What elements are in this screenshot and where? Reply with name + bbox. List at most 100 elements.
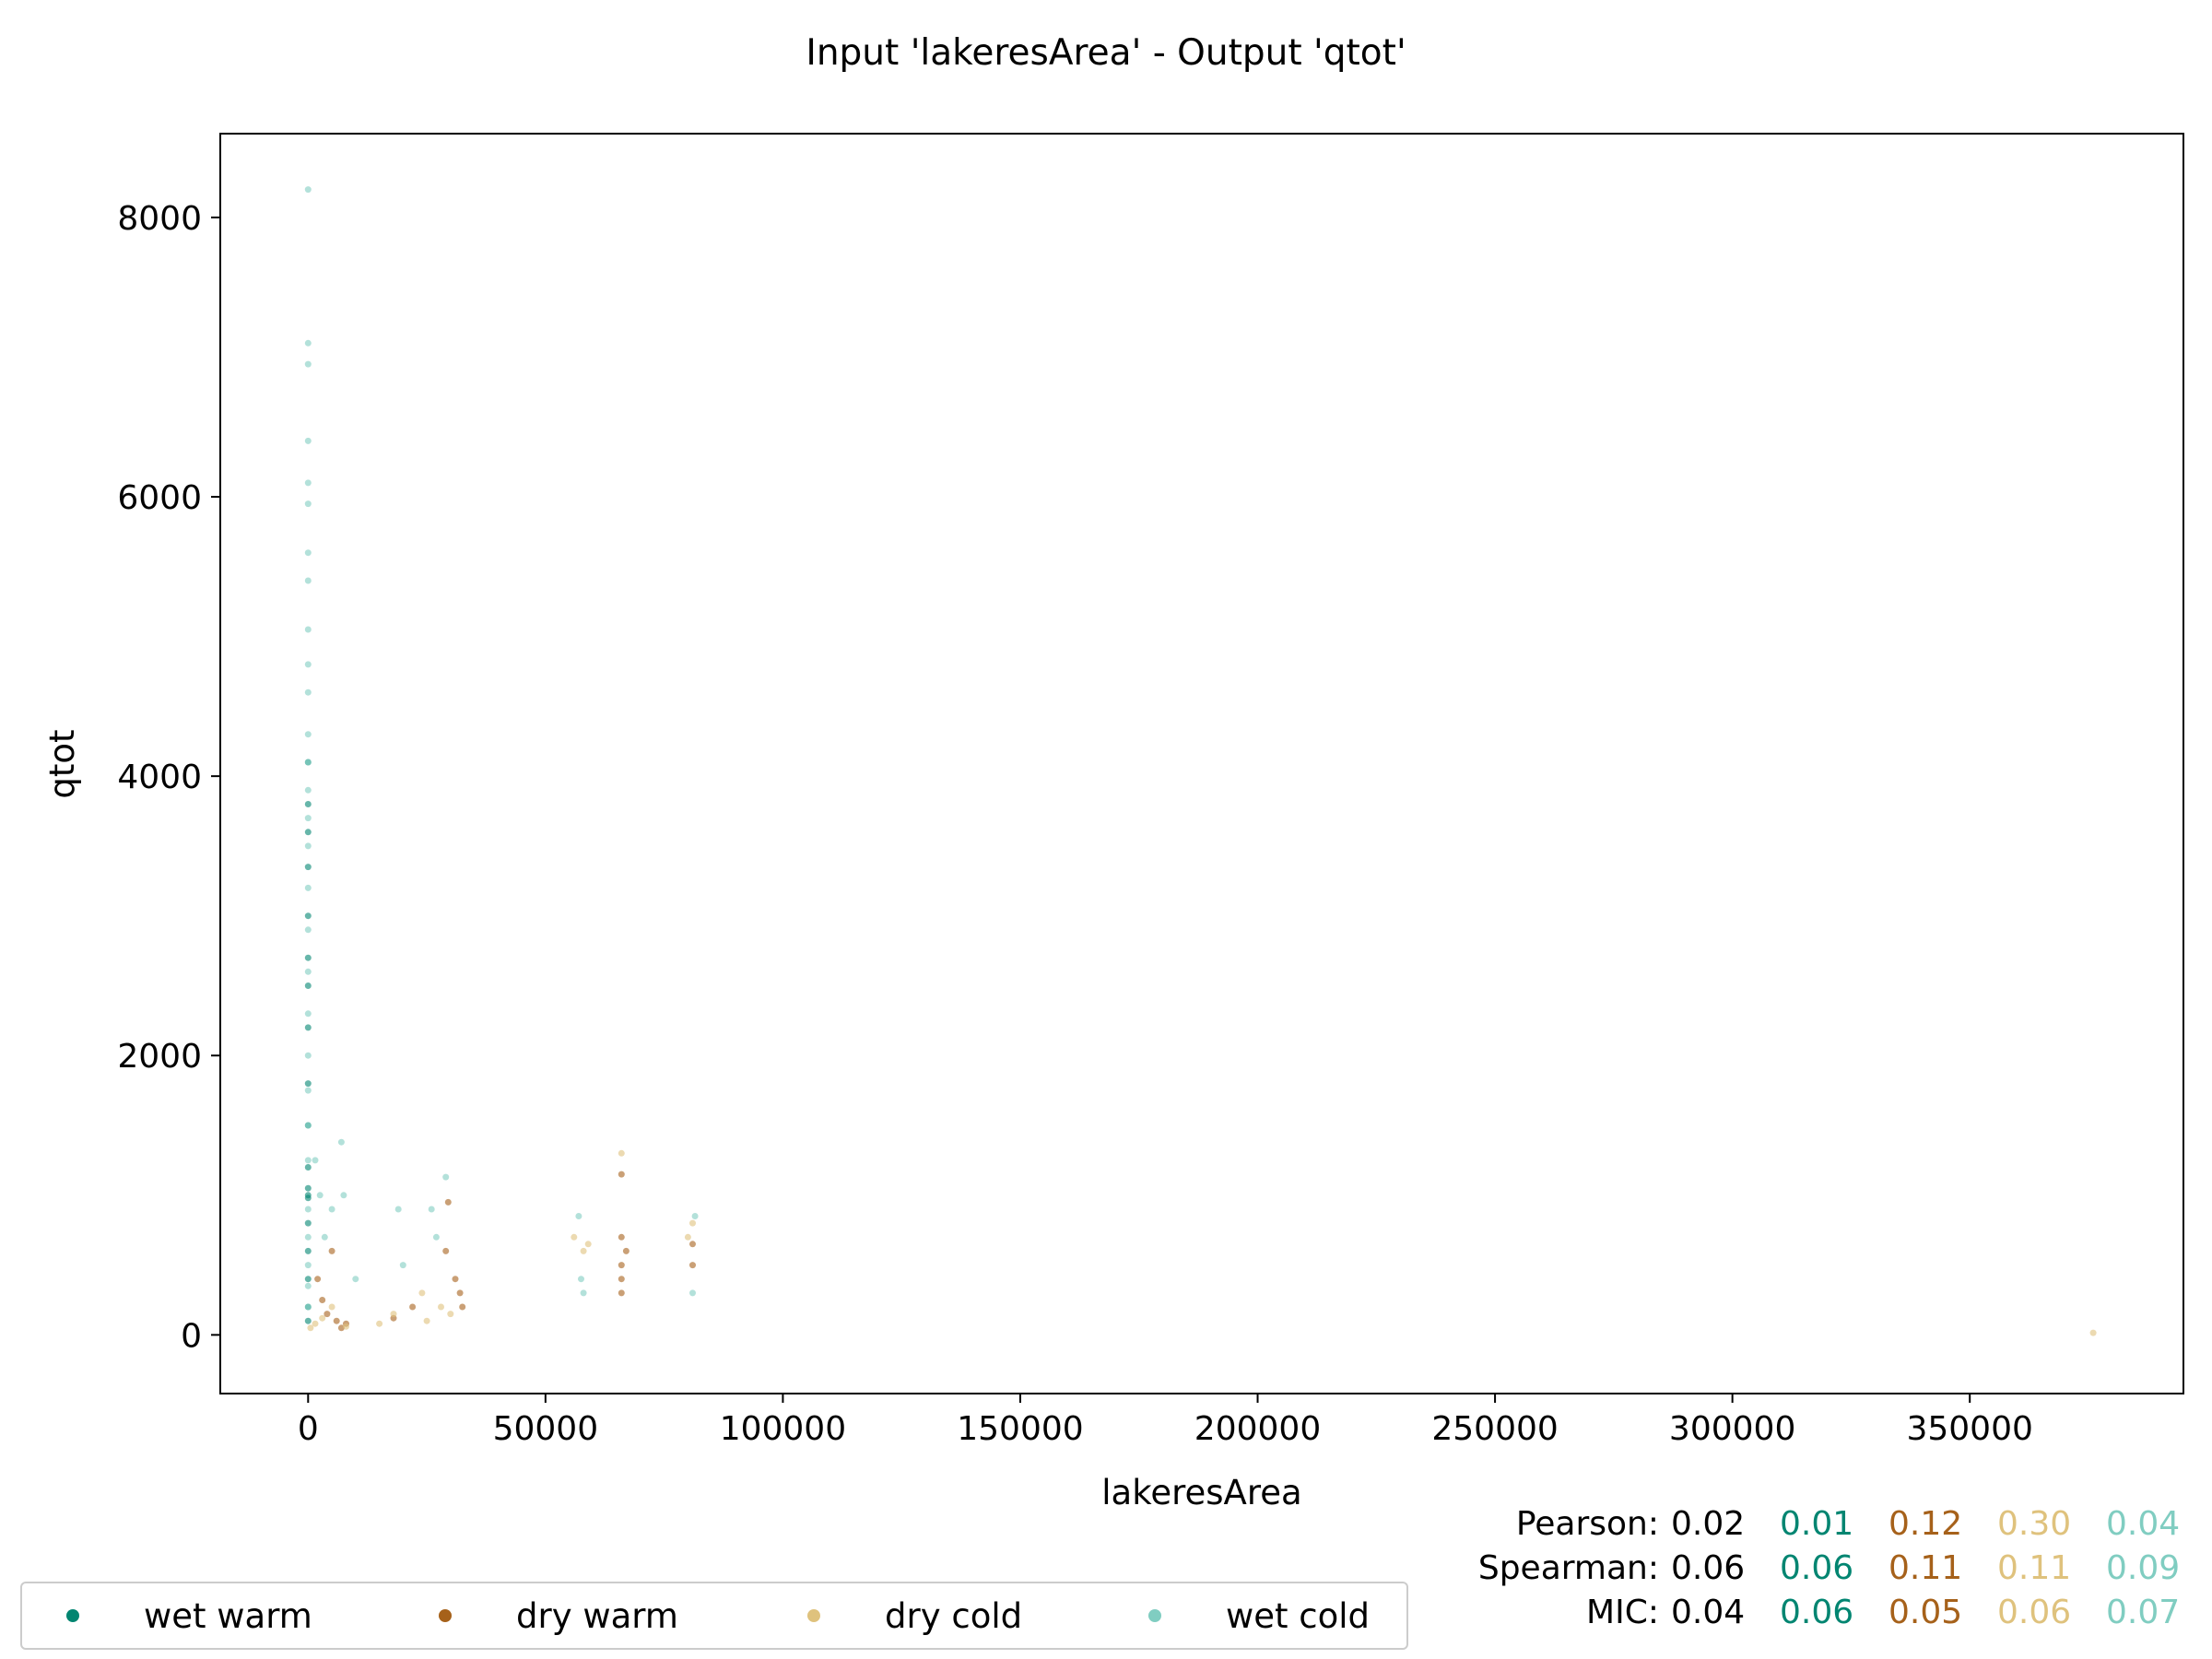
data-point xyxy=(319,1314,326,1322)
data-point xyxy=(575,1213,582,1219)
data-point xyxy=(618,1171,625,1178)
data-point xyxy=(312,1320,319,1327)
data-point xyxy=(304,912,312,920)
data-point xyxy=(689,1241,696,1248)
y-axis-label: qtot xyxy=(42,729,82,798)
legend-marker-icon xyxy=(439,1609,452,1622)
data-point xyxy=(304,1303,312,1311)
legend-item: dry warm xyxy=(439,1583,678,1648)
data-point xyxy=(328,1303,335,1311)
data-point xyxy=(304,1219,312,1227)
legend-marker-icon xyxy=(807,1609,820,1622)
data-point xyxy=(328,1206,335,1213)
data-point xyxy=(304,1247,312,1254)
data-point xyxy=(618,1233,625,1241)
legend-item: dry cold xyxy=(807,1583,1022,1648)
x-tick-label: 0 xyxy=(298,1410,319,1448)
data-point xyxy=(319,1297,326,1303)
stat-label: Pearson: xyxy=(1515,1505,1659,1543)
data-point xyxy=(304,1233,312,1241)
data-point xyxy=(689,1219,696,1227)
data-point xyxy=(304,1184,312,1192)
data-point xyxy=(304,479,312,487)
data-point xyxy=(304,661,312,668)
data-point xyxy=(304,1052,312,1059)
data-point xyxy=(304,842,312,850)
data-point xyxy=(304,926,312,934)
data-point xyxy=(376,1320,383,1327)
data-point xyxy=(304,1122,312,1129)
data-point xyxy=(689,1262,696,1269)
axes-layer: 0 50000 100000 150000 200000 250000 300000 3500… xyxy=(117,200,2033,1448)
data-point xyxy=(409,1303,417,1311)
data-point xyxy=(304,982,312,989)
data-point xyxy=(438,1303,444,1311)
data-point xyxy=(337,1138,345,1146)
data-point xyxy=(328,1247,335,1254)
data-point xyxy=(452,1276,459,1283)
series-dry-warm xyxy=(314,1171,696,1332)
y-tick-label: 0 xyxy=(181,1317,202,1355)
data-point xyxy=(304,1194,312,1202)
data-point xyxy=(304,1024,312,1031)
x-tick-label: 300000 xyxy=(1669,1410,1795,1448)
data-point xyxy=(304,954,312,961)
data-point xyxy=(399,1262,406,1269)
data-point xyxy=(304,815,312,822)
legend-item: wet warm xyxy=(66,1583,312,1648)
legend-marker-icon xyxy=(1148,1609,1161,1622)
data-point xyxy=(304,1080,312,1088)
series-wet-cold xyxy=(304,186,699,1311)
data-point xyxy=(456,1289,464,1297)
data-point xyxy=(2089,1329,2097,1336)
data-point xyxy=(580,1247,587,1254)
y-tick-label: 2000 xyxy=(117,1038,202,1076)
data-point xyxy=(304,500,312,508)
data-point xyxy=(304,968,312,975)
stat-series-value: 0.11 xyxy=(1888,1549,1963,1587)
stat-overall-value: 0.04 xyxy=(1671,1594,1746,1631)
stat-series-value: 0.12 xyxy=(1888,1505,1963,1543)
legend-item: wet cold xyxy=(1148,1583,1370,1648)
data-point xyxy=(689,1289,696,1297)
data-point xyxy=(304,1010,312,1018)
data-point xyxy=(321,1233,328,1241)
data-point xyxy=(394,1206,402,1213)
stat-label: Spearman: xyxy=(1477,1549,1659,1587)
data-point xyxy=(459,1303,466,1311)
x-tick-label: 150000 xyxy=(957,1410,1083,1448)
y-tick-label: 8000 xyxy=(117,200,202,238)
data-point xyxy=(618,1276,625,1283)
data-point xyxy=(390,1311,397,1318)
data-point xyxy=(304,1206,312,1213)
data-point xyxy=(312,1157,319,1164)
x-axis-label: lakeresArea xyxy=(1101,1473,1301,1512)
data-point xyxy=(444,1198,452,1206)
stat-series-value: 0.06 xyxy=(1780,1549,1854,1587)
data-point xyxy=(304,577,312,584)
stat-series-value: 0.30 xyxy=(1997,1505,2072,1543)
data-point xyxy=(622,1247,629,1254)
data-point xyxy=(316,1192,324,1199)
data-point xyxy=(442,1247,450,1254)
data-point xyxy=(304,186,312,194)
data-point xyxy=(304,1164,312,1171)
legend-label: dry cold xyxy=(885,1595,1023,1636)
x-tick-label: 250000 xyxy=(1431,1410,1558,1448)
y-tick-label: 6000 xyxy=(117,479,202,517)
legend: wet warm dry warm dry cold wet cold xyxy=(20,1582,1408,1650)
data-point xyxy=(578,1276,584,1283)
data-point xyxy=(343,1323,349,1330)
data-point xyxy=(304,1276,312,1283)
data-point xyxy=(584,1241,592,1248)
data-point xyxy=(691,1213,699,1219)
data-point xyxy=(304,437,312,444)
data-point xyxy=(307,1324,314,1332)
data-point xyxy=(684,1233,691,1241)
stat-series-value: 0.06 xyxy=(1997,1594,2072,1631)
legend-marker-icon xyxy=(66,1609,79,1622)
legend-label: wet warm xyxy=(144,1595,312,1636)
data-point xyxy=(304,731,312,738)
x-tick-label: 350000 xyxy=(1906,1410,2032,1448)
